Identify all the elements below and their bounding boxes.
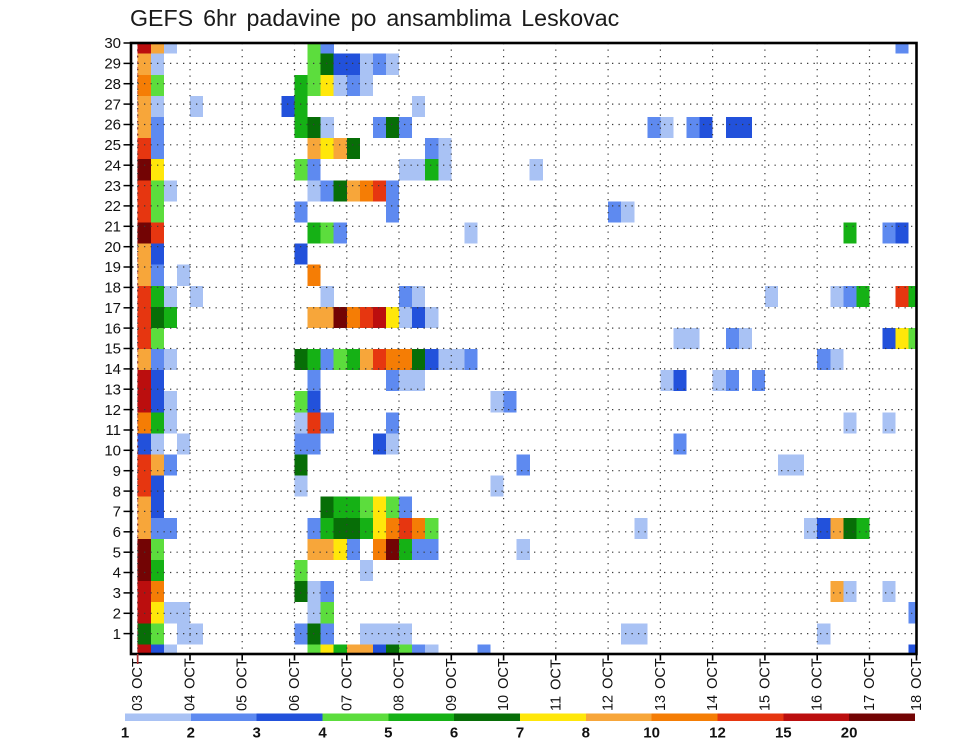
svg-text:21: 21 <box>104 219 121 236</box>
svg-text:25: 25 <box>104 137 121 154</box>
svg-text:9: 9 <box>113 463 121 480</box>
svg-text:17: 17 <box>104 300 121 317</box>
svg-text:6: 6 <box>113 524 121 541</box>
svg-text:2: 2 <box>187 725 195 742</box>
svg-text:1: 1 <box>113 626 121 643</box>
svg-text:09 OCT: 09 OCT <box>444 658 460 711</box>
svg-text:15: 15 <box>775 725 792 742</box>
svg-text:14 OCT: 14 OCT <box>705 658 721 711</box>
svg-text:8: 8 <box>582 725 590 742</box>
svg-text:08 OCT: 08 OCT <box>392 658 408 711</box>
svg-text:15: 15 <box>104 341 121 358</box>
svg-text:03 OCT: 03 OCT <box>130 658 146 711</box>
svg-text:20: 20 <box>841 725 858 742</box>
svg-text:10: 10 <box>643 725 660 742</box>
svg-text:5: 5 <box>113 544 121 561</box>
svg-text:27: 27 <box>104 96 121 113</box>
svg-text:17 OCT: 17 OCT <box>862 658 878 711</box>
svg-text:20: 20 <box>104 239 121 256</box>
svg-text:04 OCT: 04 OCT <box>183 658 199 711</box>
svg-text:15 OCT: 15 OCT <box>757 658 773 711</box>
svg-text:16: 16 <box>104 320 121 337</box>
svg-text:11 OCT: 11 OCT <box>548 659 564 711</box>
svg-text:7: 7 <box>516 725 524 742</box>
svg-text:4: 4 <box>113 565 121 582</box>
svg-text:06 OCT: 06 OCT <box>287 658 303 711</box>
svg-text:24: 24 <box>104 157 121 174</box>
svg-text:7: 7 <box>113 504 121 521</box>
svg-text:26: 26 <box>104 117 121 134</box>
svg-text:12: 12 <box>104 402 121 419</box>
svg-text:18 OCT: 18 OCT <box>909 658 925 711</box>
svg-text:12 OCT: 12 OCT <box>601 658 617 711</box>
svg-text:3: 3 <box>253 725 261 742</box>
svg-text:16 OCT: 16 OCT <box>810 658 826 711</box>
svg-text:3: 3 <box>113 585 121 602</box>
svg-text:22: 22 <box>104 198 121 215</box>
svg-text:10: 10 <box>104 443 121 460</box>
svg-text:6: 6 <box>450 725 458 742</box>
svg-text:4: 4 <box>318 725 327 742</box>
svg-text:19: 19 <box>104 259 121 276</box>
svg-text:23: 23 <box>104 178 121 195</box>
svg-text:18: 18 <box>104 280 121 297</box>
svg-text:2: 2 <box>113 606 121 623</box>
svg-text:13 OCT: 13 OCT <box>653 658 669 711</box>
svg-text:5: 5 <box>384 725 392 742</box>
svg-text:10 OCT: 10 OCT <box>496 658 512 711</box>
svg-text:29: 29 <box>104 56 121 73</box>
svg-text:13: 13 <box>104 381 121 398</box>
svg-text:28: 28 <box>104 76 121 93</box>
svg-text:07 OCT: 07 OCT <box>339 658 355 711</box>
svg-text:12: 12 <box>709 725 726 742</box>
svg-text:GEFS 6hr padavine po ansamblim: GEFS 6hr padavine po ansamblima Leskovac <box>130 5 619 31</box>
svg-text:8: 8 <box>113 483 121 500</box>
svg-text:14: 14 <box>104 361 121 378</box>
svg-text:1: 1 <box>121 725 129 742</box>
svg-text:30: 30 <box>104 35 121 52</box>
svg-text:11: 11 <box>105 422 121 439</box>
svg-text:05 OCT: 05 OCT <box>235 658 251 711</box>
